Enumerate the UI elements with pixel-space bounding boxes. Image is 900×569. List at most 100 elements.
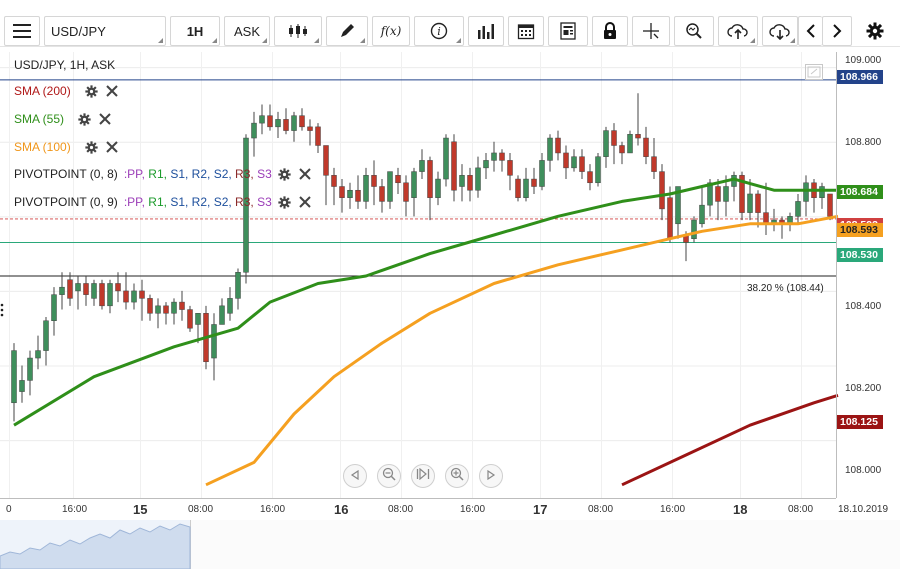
candle-body [363,175,369,202]
close-icon[interactable] [299,168,311,180]
symbol-selector[interactable]: USD/JPY [44,16,166,46]
scroll-left-button[interactable] [798,16,822,46]
close-icon[interactable] [99,113,111,125]
candle-body [499,152,505,161]
zoom-in-button[interactable] [445,464,469,488]
settings-button[interactable] [860,16,890,46]
moving-averages [13,177,839,487]
pan-left-button[interactable] [343,464,367,488]
candle-body [651,156,657,172]
info-button[interactable]: i [414,16,464,46]
candle-body [667,197,673,239]
upload-button[interactable] [718,16,758,46]
candle-body [387,171,393,202]
candle-body [635,134,641,139]
pivot-level-label: R3, [235,167,258,181]
candle-body [355,189,361,202]
gear-icon[interactable] [85,84,98,98]
gear-icon[interactable] [78,112,91,126]
green-line-price-label: 108.530 [837,248,883,262]
scroll-right-button[interactable] [822,16,852,46]
close-icon[interactable] [105,141,118,153]
candle-body [331,175,337,187]
gear-icon[interactable] [85,140,98,154]
timeframe-selector[interactable]: 1H [170,16,220,46]
candle-body [107,283,113,307]
candle-body [227,298,233,314]
close-icon[interactable] [105,85,118,97]
time-axis-label: 0 [6,504,12,515]
candle-body [611,130,617,146]
dropdown-corner-icon [212,38,217,43]
volume-button[interactable] [468,16,504,46]
crosshair-button[interactable] [632,16,670,46]
price-type-label: ASK [233,23,260,39]
zoom-button[interactable] [674,16,714,46]
candle-body [675,186,681,225]
price-type-selector[interactable]: ASK [224,16,270,46]
gear-icon[interactable] [278,195,291,209]
legend-pivot1-levels: PP, R1, S1, R2, S2, R3, S3 [127,167,272,181]
news-button[interactable] [548,16,588,46]
dropdown-corner-icon [750,38,755,43]
lock-button[interactable] [592,16,628,46]
dropdown-corner-icon [158,38,163,43]
gear-icon[interactable] [278,167,291,181]
candle-body [179,301,185,310]
candle-body [235,272,241,299]
time-axis-label: 16:00 [62,504,88,515]
candle-body [755,193,761,213]
candle-body [803,182,809,202]
candlestick-icon [288,23,308,39]
menu-button[interactable] [4,16,40,46]
timeframe-label: 1H [186,23,204,39]
candle-body [347,189,353,198]
time-axis-label: 16:00 [660,504,686,515]
reset-zoom-button[interactable] [411,464,435,488]
download-button[interactable] [762,16,798,46]
candle-body [515,178,521,198]
candle-body [627,134,633,154]
chart-type-button[interactable] [274,16,322,46]
candle-body [555,137,561,154]
legend-sma200-label: SMA (200) [14,84,71,98]
expand-chart-button[interactable] [805,64,823,80]
legend-sma200: SMA (200) [14,84,118,98]
navigator-strip[interactable] [0,520,900,569]
pivot-level-label: S2, [213,195,236,209]
time-axis-label: 16 [334,502,349,517]
time-axis-label: 08:00 [588,504,614,515]
candle-body [99,283,105,307]
candle-body [699,204,705,225]
candle-body [51,294,57,321]
drag-handle[interactable] [0,303,4,317]
sma100-price-label: 108.593 [837,223,883,237]
draw-tool-button[interactable] [326,16,368,46]
candle-body [91,283,97,299]
candlesticks [11,93,833,422]
candle-body [619,145,625,154]
legend-pivot-separator: : [123,167,128,181]
price-chart[interactable] [0,46,900,569]
candle-body [475,167,481,191]
time-axis-label: 08:00 [388,504,414,515]
zoom-out-button[interactable] [377,464,401,488]
candle-body [427,160,433,198]
candle-body [315,126,321,146]
candle-body [67,279,73,299]
sma55-line [13,177,838,427]
candle-body [171,301,177,314]
pivot-level-label: R1, [148,167,171,181]
candle-body [379,186,385,202]
pan-right-button[interactable] [479,464,503,488]
time-axis-label: 08:00 [788,504,814,515]
time-axis-label: 15 [133,502,148,517]
indicators-button[interactable]: f(x) [372,16,410,46]
close-icon[interactable] [299,196,311,208]
info-icon: i [430,22,448,40]
lock-icon [602,22,618,40]
candle-body [539,160,545,187]
chart-grid [0,52,836,498]
candle-body [27,357,33,381]
calendar-button[interactable] [508,16,544,46]
